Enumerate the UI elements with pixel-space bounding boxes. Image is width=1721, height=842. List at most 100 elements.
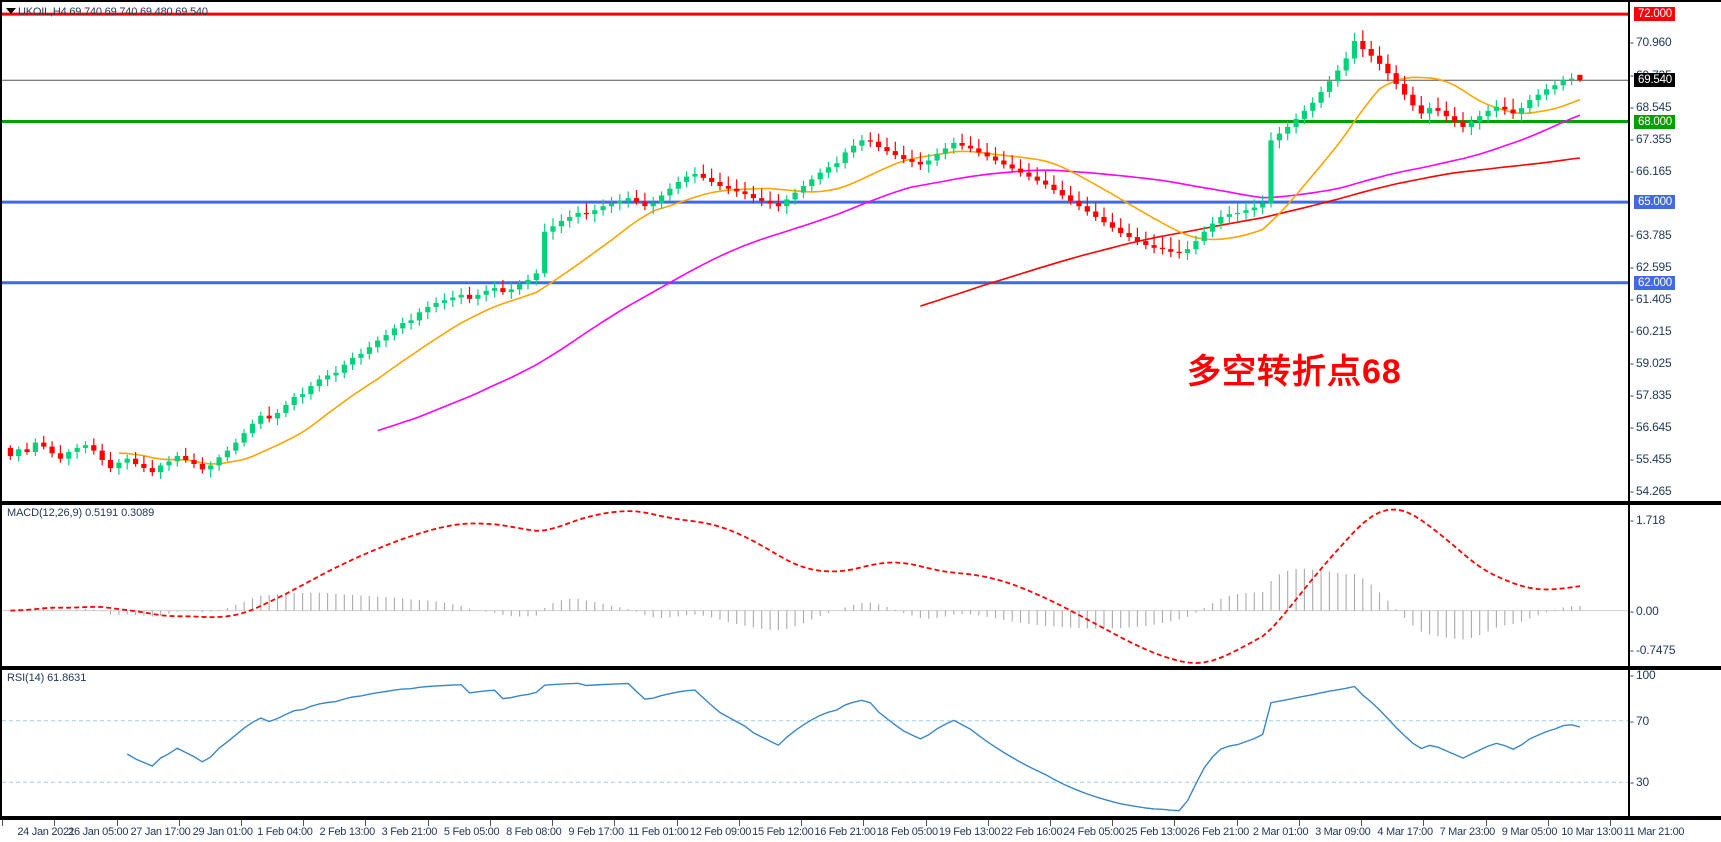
time-tick-label: 18 Feb 05:00 [876,826,939,838]
time-tick-label: 19 Feb 13:00 [938,826,1001,838]
price-tick: -67.355 [1630,131,1672,146]
time-tick-label: 26 Jan 05:00 [68,826,129,838]
time-tick-mark [801,820,802,826]
macd-series-svg [2,508,1628,665]
time-tick-label: 2 Mar 01:00 [1252,826,1309,838]
time-tick-mark [1423,820,1425,826]
macd-panel[interactable]: MACD(12,26,9) 0.5191 0.3089 -1.718-0.00-… [0,503,1721,668]
time-tick-mark [2,820,3,826]
time-tick-label: 27 Jan 17:00 [130,826,191,838]
rsi-tick: -70 [1630,713,1649,728]
price-tick: -57.835 [1630,387,1672,402]
rsi-tick: -30 [1630,775,1649,790]
price-badge: 72.000 [1634,7,1675,22]
price-tick: -63.785 [1630,227,1672,242]
time-tick-label: 16 Feb 21:00 [814,826,876,838]
time-tick-label: 9 Feb 17:00 [568,826,624,838]
price-tick: -60.215 [1630,323,1672,338]
time-tick-mark [614,820,616,826]
time-tick-label: 11 Mar 21:00 [1623,826,1685,838]
price-tick: -61.405 [1630,291,1672,306]
price-tick: -59.025 [1630,355,1672,370]
time-tick-mark [1049,820,1051,826]
time-tick-mark [987,820,989,826]
time-tick-label: 26 Feb 21:00 [1187,826,1250,838]
time-tick-mark [1236,820,1238,826]
price-scale[interactable]: -70.960-69.735-68.545-67.355-66.165-63.7… [1630,2,1721,501]
price-badge: 69.540 [1634,73,1675,88]
macd-tick: -0.00 [1630,603,1659,618]
time-tick-label: 3 Feb 21:00 [381,826,438,838]
time-tick-label: 3 Mar 09:00 [1315,826,1371,838]
rsi-plot-area[interactable] [2,670,1628,816]
time-tick-mark [427,820,429,826]
time-tick-mark [552,820,554,826]
time-tick-mark [365,820,367,826]
time-tick-mark [240,820,242,826]
price-tick: -55.455 [1630,451,1672,466]
time-tick-mark [676,820,678,826]
time-tick-mark [1112,820,1114,826]
time-tick-label: 5 Feb 05:00 [443,826,500,838]
time-tick-label: 24 Feb 05:00 [1063,826,1125,838]
time-tick-mark [1361,820,1363,826]
time-tick-mark [863,820,865,826]
macd-indicator-label: MACD(12,26,9) 0.5191 0.3089 [7,507,155,519]
time-tick-label: 7 Mar 23:00 [1439,826,1496,838]
macd-panel-left-border [0,505,2,666]
rsi-series-svg [2,682,1628,812]
time-tick-mark [1610,820,1611,826]
time-tick-mark [1298,820,1300,826]
macd-tick: -1.718 [1630,512,1666,527]
rsi-scale: -100 -70 -30 [1630,667,1721,816]
time-tick-label: 1 Feb 04:00 [257,826,313,838]
price-badge: 68.000 [1634,114,1675,129]
time-tick-mark [303,820,305,826]
price-badge: 62.000 [1634,275,1675,290]
time-tick-mark [489,820,491,826]
macd-tick: - -0.7475 [1630,643,1676,657]
chart-collapse-caret-icon[interactable] [6,8,16,14]
price-badge: 65.000 [1634,195,1675,210]
time-tick-label: 8 Feb 08:00 [506,826,562,838]
price-panel-right-border [1628,2,1630,501]
time-tick-mark [1174,820,1176,826]
time-tick-mark [1485,820,1487,826]
time-tick-mark [925,820,927,826]
rsi-panel-left-border [0,670,2,816]
price-tick: -62.595 [1630,259,1672,274]
time-scale[interactable]: 24 Jan 2021 26 Jan 05:00 27 Jan 17:00 29 Ja… [0,818,1721,842]
time-tick-label: 10 Mar 13:00 [1561,826,1623,838]
time-tick-mark [738,820,740,826]
price-tick: -66.165 [1630,163,1672,178]
time-tick-label: 25 Feb 13:00 [1125,826,1188,838]
macd-plot-area[interactable] [2,505,1628,666]
price-plot-area[interactable] [2,2,1628,501]
time-tick-label: 2 Feb 13:00 [319,826,375,838]
time-tick-label: 15 Feb 12:00 [752,826,814,838]
price-tick: -54.265 [1630,483,1672,498]
price-series-svg [2,12,1628,479]
rsi-tick: -100 [1630,667,1656,682]
time-tick-mark [1547,820,1549,826]
time-tick-label: 12 Feb 09:00 [689,826,752,838]
macd-scale: -1.718 -0.00 - -0.7475 [1630,505,1721,666]
price-tick: -56.645 [1630,419,1672,434]
time-tick-label: 4 Mar 17:00 [1377,826,1433,838]
time-tick-label: 11 Feb 01:00 [628,826,689,838]
time-tick-label: 24 Jan 2021 [17,826,75,838]
price-tick: -68.545 [1630,99,1672,114]
time-tick-label: 29 Jan 01:00 [192,826,253,838]
time-tick-label: 22 Feb 16:00 [1001,826,1063,838]
price-panel-left-border [0,2,2,501]
price-tick: -70.960 [1630,35,1672,49]
time-tick-mark [116,820,118,826]
chart-annotation-text: 多空转折点68 [1187,353,1402,391]
rsi-panel-right-border [1628,670,1630,816]
rsi-panel[interactable]: RSI(14) 61.8631 -100 -70 -30 [0,668,1721,818]
rsi-indicator-label: RSI(14) 61.8631 [7,672,87,684]
price-chart-panel[interactable]: UKOIL,H4 69.740 69.740 69.480 69.540 多空转… [0,0,1721,503]
macd-panel-right-border [1628,505,1630,666]
time-tick-mark [178,820,180,826]
